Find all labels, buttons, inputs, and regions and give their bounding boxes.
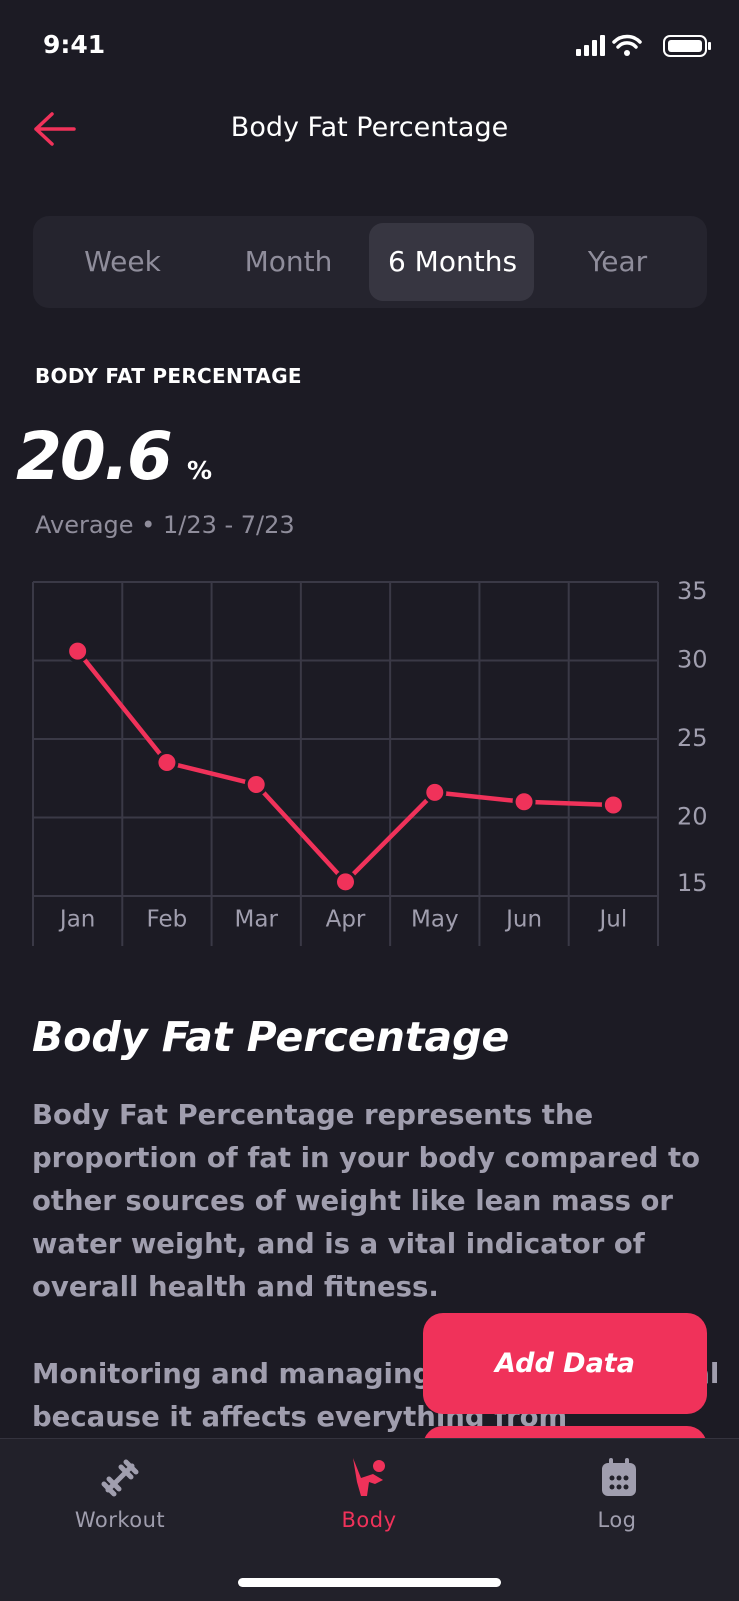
tab-label[interactable]: Body: [341, 1508, 397, 1532]
segment[interactable]: Year: [587, 245, 648, 278]
summary-label: BODY FAT PERCENTAGE: [35, 364, 302, 388]
segment[interactable]: Month: [244, 245, 333, 278]
chart: 15 20 25 30 35 Jan Feb Mar Apr May Jun Jul: [32, 577, 708, 946]
y-tick-label: 35: [677, 577, 708, 605]
header-title: Body Fat Percentage: [230, 112, 509, 143]
data-point: [155, 751, 179, 775]
summary-unit: %: [187, 456, 213, 485]
tab-label[interactable]: Log: [597, 1508, 637, 1532]
segment[interactable]: 6 Months: [387, 245, 518, 278]
x-tick-label: Mar: [235, 907, 279, 933]
data-point: [244, 773, 268, 797]
add-data-button[interactable]: Add Data: [423, 1313, 707, 1414]
x-tick-label: Jan: [58, 907, 95, 933]
y-tick-label: 30: [677, 646, 708, 674]
data-point: [423, 780, 447, 804]
workout-icon: [101, 1459, 139, 1497]
y-tick-label: 25: [677, 724, 708, 752]
tab-label[interactable]: Workout: [74, 1508, 166, 1532]
description-text: Body Fat Percentage represents the propo…: [32, 1099, 701, 1303]
description-title: Body Fat Percentage: [32, 1013, 510, 1061]
log-icon: [602, 1458, 636, 1496]
x-tick-label: Jun: [504, 907, 542, 933]
summary-caption: Average • 1/23 - 7/23: [35, 511, 295, 539]
status-time: 9:41: [43, 30, 106, 59]
x-tick-label: Jul: [597, 907, 627, 933]
y-tick-label: 15: [677, 869, 708, 897]
data-point: [66, 639, 90, 663]
segment-selected: [369, 223, 534, 301]
status-icons: [576, 34, 711, 57]
x-tick-label: May: [411, 907, 459, 933]
y-tick-label: 20: [677, 803, 708, 831]
segment[interactable]: Week: [84, 245, 161, 278]
summary-value: 20.6: [16, 418, 173, 495]
home-indicator: [238, 1578, 501, 1587]
back-button[interactable]: [34, 112, 78, 146]
data-point: [334, 870, 357, 894]
data-point: [512, 790, 536, 814]
x-tick-label: Feb: [147, 907, 188, 933]
body-icon: [353, 1458, 385, 1496]
data-point: [601, 793, 625, 817]
x-tick-label: Apr: [326, 907, 366, 933]
